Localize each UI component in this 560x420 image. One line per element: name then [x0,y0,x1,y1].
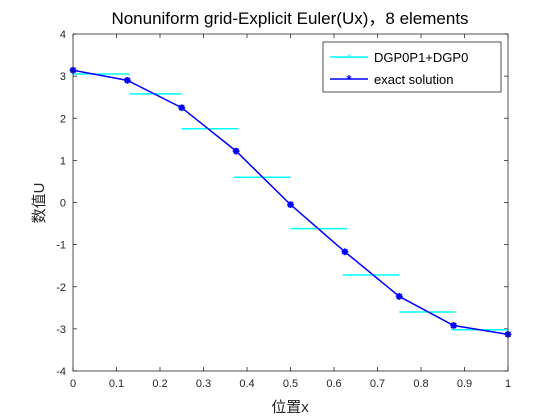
x-tick-label: 0.7 [370,378,385,390]
data-point [123,76,131,84]
data-point [178,104,186,112]
x-tick-label: 0.4 [239,378,254,390]
x-tick-label: 1 [505,378,511,390]
legend-box [322,41,502,93]
legend: * DGP0P1+DGP0 * exact solution [322,41,502,93]
chart-title: Nonuniform grid-Explicit Euler(Ux)，8 ele… [111,9,468,28]
x-axis: 0 0.1 0.2 0.3 0.4 0.5 0.6 0.7 0.8 0.9 1 [70,34,511,390]
y-tick-label: -3 [56,324,66,336]
data-point [395,293,403,300]
y-tick-label: -2 [56,282,66,294]
x-tick-label: 0.5 [283,378,298,390]
x-tick-label: 0.2 [152,378,167,390]
data-point [232,147,240,155]
legend-label-dgp0p1-dgp0: DGP0P1+DGP0 [374,50,468,65]
x-tick-label: 0.3 [196,378,211,390]
y-tick-label: 0 [60,198,66,210]
y-tick-label: 3 [60,71,66,83]
y-tick-label: 4 [60,29,66,41]
y-axis-label: 数值U [31,183,48,224]
y-tick-label: -4 [56,366,66,378]
x-tick-label: 0.1 [109,378,124,390]
x-tick-label: 0.9 [457,378,472,390]
plot-frame [72,33,509,372]
legend-label-exact-solution: exact solution [374,72,454,87]
x-tick-label: 0 [70,378,76,390]
x-tick-label: 0.6 [326,378,341,390]
y-tick-label: -1 [56,240,66,252]
data-point [287,201,294,209]
x-axis-label: 位置x [271,399,309,416]
x-tick-label: 0.8 [413,378,428,390]
legend-marker-exact-solution: * [346,72,352,87]
data-point [341,248,349,256]
y-tick-label: 2 [60,113,66,125]
legend-marker-dgp0p1-dgp0: * [347,53,350,62]
y-tick-label: 1 [60,155,66,167]
data-point [450,322,458,329]
